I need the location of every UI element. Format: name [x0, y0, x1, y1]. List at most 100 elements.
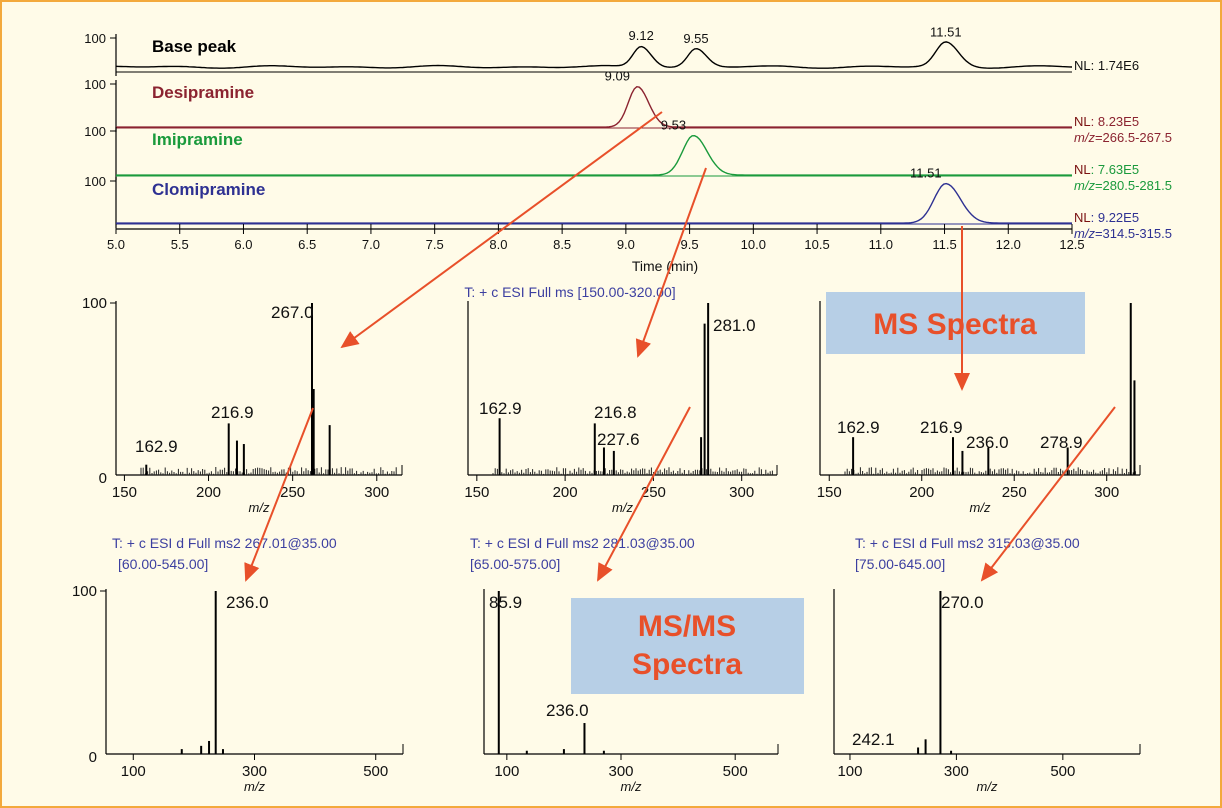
- msms-spectra-panels: 100 0 100 300 500 m/z 236.0 T: + c ESI d Full m…: [72, 535, 1141, 794]
- spectrum-peak-label: 236.0: [546, 701, 589, 720]
- trace-clomipramine: 100 Clomipramine 11.51 NL: 9.22E5m/z=314.5-…: [84, 166, 1172, 241]
- spectrum-y-tick-label: 0: [99, 470, 107, 487]
- trace-y-tick-label: 100: [84, 31, 106, 46]
- spectrum-x-tick-label: 150: [112, 484, 137, 501]
- msms-scan-header: T: + c ESI d Full ms2 267.01@35.00: [112, 535, 337, 551]
- spectrum-x-tick-label: 500: [363, 763, 388, 780]
- time-axis-tick-label: 10.5: [804, 237, 829, 252]
- spectrum-x-tick-label: 200: [909, 484, 934, 501]
- spectrum-x-tick-label: 300: [242, 763, 267, 780]
- trace-line: [116, 85, 1072, 128]
- spectrum-peak-label: 162.9: [479, 399, 522, 418]
- trace-name: Desipramine: [152, 83, 254, 102]
- peak-label: 9.53: [661, 118, 686, 133]
- time-axis-tick-label: 10.0: [741, 237, 766, 252]
- spectrum-x-tick-label: 100: [494, 763, 519, 780]
- time-axis-tick-label: 8.0: [489, 237, 507, 252]
- spectrum-peak-label: 216.9: [211, 403, 254, 422]
- spectrum-peak-label: 270.0: [941, 593, 984, 612]
- spectrum-noise: [844, 467, 1136, 475]
- arrow-ms2-clomipramine: [980, 406, 1116, 582]
- peak-label: 11.51: [930, 24, 962, 39]
- arrow-ms2-imipramine: [597, 406, 691, 582]
- spectrum-x-tick-label: 300: [729, 484, 754, 501]
- msms-callout-text: MS/MS Spectra: [632, 610, 742, 681]
- trace-y-tick-label: 100: [84, 124, 106, 139]
- spectrum-panel: 100 300 500 m/z 270.0 242.1 T: + c ESI d Full …: [833, 535, 1141, 794]
- spectrum-x-tick-label: 200: [196, 484, 221, 501]
- msms-spectra-callout: MS/MS Spectra: [571, 598, 804, 694]
- spectrum-y-tick-label: 100: [72, 583, 97, 600]
- trace-mz-range: m/z=266.5-267.5: [1074, 130, 1172, 145]
- spectrum-x-tick-label: 300: [944, 763, 969, 780]
- spectrum-x-tick-label: 100: [121, 763, 146, 780]
- spectrum-panel: 100 300 500 m/z 85.9 236.0 T: + c ESI d Full m…: [470, 535, 779, 794]
- spectrum-peak-label: 162.9: [837, 418, 880, 437]
- time-axis: 5.0 5.5 6.0 6.5 7.0 7.5 8.0 8.5 9.0 9.5 10.0 10.5 11…: [107, 224, 1085, 252]
- spectrum-peak-label: 85.9: [489, 593, 522, 612]
- peak-label: 9.12: [629, 28, 654, 43]
- spectrum-peak-label: 281.0: [713, 316, 756, 335]
- chromatogram-panel: 100 Base peak 9.12 9.55 11.51 NL: 1.74E6 100 De…: [84, 24, 1172, 274]
- spectrum-x-tick-label: 150: [464, 484, 489, 501]
- msms-callout-box: [571, 598, 804, 694]
- spectrum-peak-label: 278.9: [1040, 433, 1083, 452]
- time-axis-tick-label: 5.0: [107, 237, 125, 252]
- arrow-desipramine: [340, 111, 663, 349]
- spectrum-panel: 100 0 100 300 500 m/z 236.0 T: + c ESI d Full m…: [72, 535, 404, 794]
- time-axis-tick-label: 7.0: [362, 237, 380, 252]
- spectrum-y-tick-label: 100: [82, 295, 107, 312]
- trace-base-peak: 100 Base peak 9.12 9.55 11.51 NL: 1.74E6: [84, 24, 1139, 76]
- ms-spectra-panels: 100 0 150 200 250 300 m/z 267.0 216.9 162.9 150 200…: [82, 295, 1141, 515]
- trace-nl-label: NL: 1.74E6: [1074, 58, 1139, 73]
- trace-line: [116, 134, 1072, 176]
- spectrum-x-tick-label: 250: [1002, 484, 1027, 501]
- spectrum-x-tick-label: 300: [1094, 484, 1119, 501]
- arrow-ms2-desipramine: [244, 407, 314, 582]
- trace-nl-label: NL: 8.23E5: [1074, 114, 1139, 129]
- spectrum-x-tick-label: 500: [723, 763, 748, 780]
- trace-nl-label: NL: 9.22E5: [1074, 210, 1139, 225]
- time-axis-tick-label: 7.5: [426, 237, 444, 252]
- ms-scan-header: T: + c ESI Full ms [150.00-320.00]: [464, 284, 675, 300]
- ms-spectra-callout: MS Spectra: [826, 292, 1085, 354]
- trace-mz-range: m/z=280.5-281.5: [1074, 178, 1172, 193]
- spectrum-x-label: m/z: [977, 779, 998, 794]
- spectrum-peak-label: 236.0: [226, 593, 269, 612]
- msms-scan-range: [65.00-575.00]: [470, 556, 560, 572]
- spectrum-noise: [492, 467, 773, 475]
- msms-scan-range: [60.00-545.00]: [118, 556, 208, 572]
- spectrum-peak-label: 227.6: [597, 430, 640, 449]
- peak-label: 9.55: [683, 31, 708, 46]
- time-axis-tick-label: 11.5: [932, 237, 956, 252]
- time-axis-label: Time (min): [632, 258, 698, 274]
- spectrum-x-tick-label: 300: [608, 763, 633, 780]
- trace-name: Clomipramine: [152, 180, 265, 199]
- trace-name: Base peak: [152, 37, 237, 56]
- time-axis-tick-label: 8.5: [553, 237, 571, 252]
- spectrum-peak-label: 242.1: [852, 730, 895, 749]
- spectrum-x-tick-label: 100: [837, 763, 862, 780]
- trace-y-tick-label: 100: [84, 77, 106, 92]
- spectrum-x-label: m/z: [621, 779, 642, 794]
- trace-nl-label: NL: 7.63E5: [1074, 162, 1139, 177]
- time-axis-tick-label: 5.5: [171, 237, 189, 252]
- time-axis-tick-label: 6.5: [298, 237, 316, 252]
- spectrum-peak-label: 162.9: [135, 437, 178, 456]
- arrow-imipramine: [635, 167, 707, 358]
- spectrum-x-label: m/z: [244, 779, 265, 794]
- spectrum-panel: 100 0 150 200 250 300 m/z 267.0 216.9 162.9: [82, 295, 403, 515]
- spectrum-x-tick-label: 200: [553, 484, 578, 501]
- peak-label: 9.09: [605, 69, 630, 84]
- spectrum-noise: [140, 467, 397, 475]
- trace-line: [116, 182, 1072, 224]
- trace-mz-range: m/z=314.5-315.5: [1074, 226, 1172, 241]
- spectrum-x-tick-label: 300: [364, 484, 389, 501]
- trace-line: [115, 41, 1073, 69]
- time-axis-tick-label: 9.0: [617, 237, 635, 252]
- spectrum-x-tick-label: 500: [1050, 763, 1075, 780]
